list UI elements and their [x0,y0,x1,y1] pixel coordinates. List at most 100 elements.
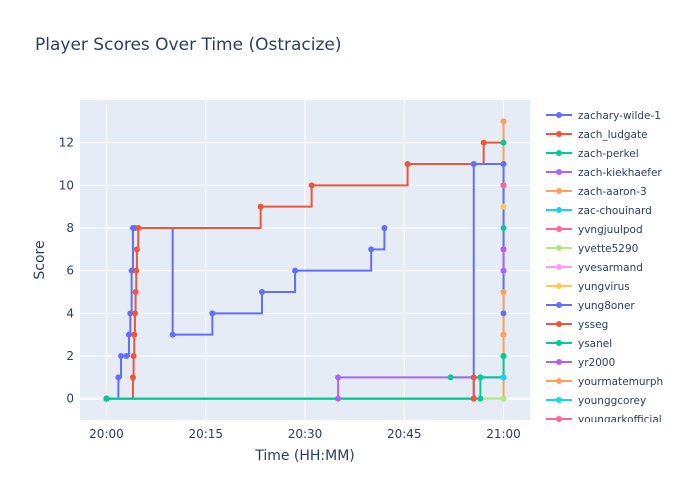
data-point-yr2000[interactable] [500,246,507,253]
y-tick-label: 6 [66,264,74,278]
legend-marker-swatch [556,397,562,403]
legend-item-yvesarmand[interactable]: yvesarmand [546,262,643,274]
data-point-ysanel[interactable] [477,374,484,381]
legend-item-zach-perkel[interactable]: zach-perkel [546,148,639,160]
legend-label: zachary-wilde-1 [578,110,661,122]
legend-marker-swatch [556,207,562,213]
data-point-zach_ludgate[interactable] [480,139,487,146]
x-tick-label: 20:15 [188,427,223,441]
data-point-zachary-wilde-1[interactable] [127,310,134,317]
legend-item-zach-aaron-3[interactable]: zach-aaron-3 [546,186,647,198]
legend-marker-swatch [556,226,562,232]
x-tick-label: 20:00 [89,427,124,441]
legend-marker-swatch [556,378,562,384]
data-point-ysseg[interactable] [470,395,477,402]
data-point-ysanel[interactable] [477,395,484,402]
legend-item-zac-chouinard[interactable]: zac-chouinard [546,205,652,217]
data-point-zachary-wilde-1[interactable] [258,289,265,295]
data-point-yung8oner[interactable] [470,161,477,167]
data-point-zach-perkel[interactable] [447,374,454,381]
data-point-zachary-wilde-1[interactable] [368,246,375,253]
data-point-zach_ludgate[interactable] [257,203,264,210]
data-point-ysanel[interactable] [103,395,110,402]
data-point-yung8oner[interactable] [500,310,507,317]
data-point-ysanel[interactable] [500,353,507,359]
data-point-yourmatemurph[interactable] [500,331,507,338]
markers-layer [103,118,507,402]
data-point-zachary-wilde-1[interactable] [169,331,176,338]
data-point-yungvirus[interactable] [500,203,507,210]
data-point-youngarkofficial[interactable] [500,182,507,189]
y-tick-label: 0 [66,392,74,406]
legend-item-zachary-wilde-1[interactable]: zachary-wilde-1 [546,110,661,122]
x-tick-label: 21:00 [486,427,521,441]
data-point-zachary-wilde-1[interactable] [292,267,299,274]
legend-marker-swatch [556,321,562,327]
legend-item-yvette5290[interactable]: yvette5290 [546,243,638,255]
data-point-zachary-wilde-1[interactable] [123,353,130,359]
legend-label: yungvirus [578,281,630,293]
y-tick-label: 4 [66,306,74,320]
legend-marker-swatch [556,188,562,194]
data-point-zach_ludgate[interactable] [135,225,142,231]
data-point-zach_ludgate[interactable] [133,267,140,274]
data-point-zach_ludgate[interactable] [130,353,137,359]
data-point-zach-aaron-3[interactable] [500,118,507,125]
legend-item-ysanel[interactable]: ysanel [546,338,612,350]
legend-item-zach_ludgate[interactable]: zach_ludgate [546,129,648,141]
y-tick-label: 10 [59,178,74,192]
legend-marker-swatch [556,283,562,289]
legend[interactable]: zachary-wilde-1 zach_ludgate zach-perkel za… [546,110,663,426]
data-point-yvette5290[interactable] [500,395,507,402]
legend-marker-swatch [556,131,562,137]
legend-label: youngarkofficial [578,414,662,426]
legend-item-zach-kiekhaefer[interactable]: zach-kiekhaefer [546,167,662,179]
legend-marker-swatch [556,264,562,270]
legend-item-yung8oner[interactable]: yung8oner [546,300,635,312]
legend-label: younggcorey [578,395,646,407]
data-point-zach_ludgate[interactable] [133,246,140,253]
data-point-zachary-wilde-1[interactable] [381,225,388,231]
legend-label: zach-aaron-3 [578,186,647,198]
data-point-yourmatemurph[interactable] [500,289,507,295]
data-point-zach_ludgate[interactable] [132,289,139,295]
legend-item-yourmatemurph[interactable]: yourmatemurph [546,376,663,388]
legend-marker-swatch [556,416,562,422]
legend-item-ysseg[interactable]: ysseg [546,319,608,331]
legend-item-yungvirus[interactable]: yungvirus [546,281,630,293]
data-point-zach-perkel[interactable] [500,225,507,231]
data-point-zachary-wilde-1[interactable] [125,331,132,338]
legend-item-younggcorey[interactable]: younggcorey [546,395,646,407]
data-point-ysseg[interactable] [470,374,477,381]
data-point-zach-perkel[interactable] [500,139,507,146]
data-point-zach-kiekhaefer[interactable] [335,395,342,402]
data-point-zachary-wilde-1[interactable] [115,374,122,381]
legend-label: ysanel [578,338,612,350]
data-point-yr2000[interactable] [500,267,507,274]
x-tick-label: 20:45 [387,427,422,441]
legend-label: yvngjuulpod [578,224,643,236]
legend-label: zach-perkel [578,148,639,160]
data-point-zachary-wilde-1[interactable] [128,267,135,274]
y-tick-label: 8 [66,221,74,235]
data-point-zach_ludgate[interactable] [131,331,138,338]
data-point-zach_ludgate[interactable] [308,182,315,189]
data-point-zachary-wilde-1[interactable] [209,310,216,317]
data-point-yung8oner[interactable] [500,161,507,167]
data-point-zach-kiekhaefer[interactable] [335,374,342,381]
data-point-younggcorey[interactable] [500,374,507,381]
data-point-zachary-wilde-1[interactable] [118,353,125,359]
data-point-zach_ludgate[interactable] [404,161,411,167]
y-tick-label: 12 [59,136,74,150]
legend-marker-swatch [556,112,562,118]
legend-label: zach-kiekhaefer [578,167,662,179]
legend-item-yvngjuulpod[interactable]: yvngjuulpod [546,224,643,236]
legend-item-youngarkofficial[interactable]: youngarkofficial [546,414,662,426]
legend-item-yr2000[interactable]: yr2000 [546,357,615,369]
x-tick-labels: 20:00 20:15 20:30 20:45 21:00 [89,427,521,441]
data-point-zach_ludgate[interactable] [129,374,136,381]
chart-title: Player Scores Over Time (Ostracize) [35,35,342,55]
data-point-zach_ludgate[interactable] [131,310,138,317]
y-tick-labels: 0 2 4 6 8 10 12 [59,136,74,406]
